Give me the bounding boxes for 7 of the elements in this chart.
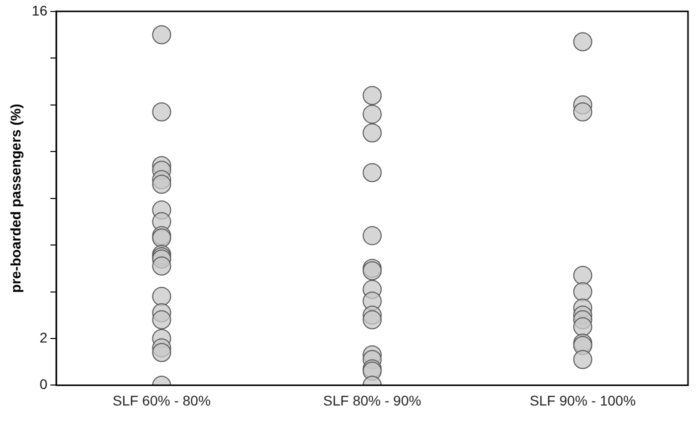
y-tick-label: 16 — [32, 2, 48, 18]
x-tick-label: SLF 60% - 80% — [112, 392, 211, 408]
y-axis-title: pre-boarded passengers (%) — [7, 104, 24, 293]
y-tick-label: 2 — [40, 329, 48, 346]
x-tick-label: SLF 80% - 90% — [323, 392, 422, 408]
y-tick-label: 0 — [40, 376, 48, 392]
x-tick-label: SLF 90% - 100% — [530, 392, 636, 408]
